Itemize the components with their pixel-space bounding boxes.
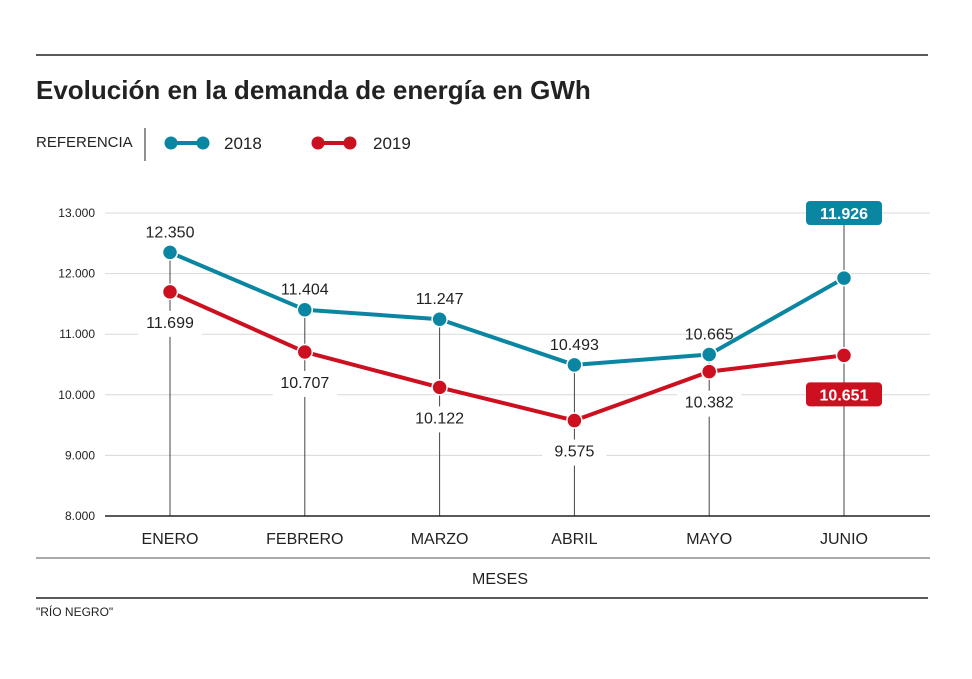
x-axis-title: MESES bbox=[472, 571, 528, 588]
data-label-2018: 12.350 bbox=[146, 224, 195, 241]
data-label-2019: 9.575 bbox=[554, 444, 594, 461]
data-label-2019: 11.699 bbox=[146, 315, 194, 332]
highlight-label-box-2018 bbox=[806, 201, 882, 225]
x-tick-label: MAYO bbox=[686, 531, 732, 548]
x-tick-label: FEBRERO bbox=[266, 531, 343, 548]
legend-text-2019: 2019 bbox=[373, 134, 411, 153]
y-tick-label: 10.000 bbox=[58, 388, 95, 402]
data-label-2018: 11.926 bbox=[820, 206, 868, 223]
data-point-2019 bbox=[161, 283, 179, 301]
x-tick-label: ENERO bbox=[142, 531, 199, 548]
legend-text-2018: 2018 bbox=[224, 134, 262, 153]
data-label-2019: 10.122 bbox=[415, 410, 464, 427]
data-point-2018 bbox=[431, 310, 448, 328]
y-tick-label: 13.000 bbox=[58, 206, 95, 220]
data-label-2019: 10.651 bbox=[820, 387, 869, 404]
highlight-label-box-2019 bbox=[806, 382, 882, 407]
x-tick-label: MARZO bbox=[411, 531, 469, 548]
data-label-bg bbox=[272, 370, 337, 397]
x-tick-label: ABRIL bbox=[551, 531, 597, 548]
x-tick-label: JUNIO bbox=[820, 531, 868, 548]
data-label-bg bbox=[677, 390, 742, 417]
legend: REFERENCIA 2018 2019 bbox=[36, 128, 411, 161]
legend-item-2019: 2019 bbox=[311, 134, 411, 153]
data-point-2018 bbox=[161, 244, 179, 261]
legend-label: REFERENCIA bbox=[36, 134, 133, 151]
y-tick-label: 12.000 bbox=[58, 267, 95, 281]
data-point-2019 bbox=[700, 363, 718, 380]
y-tick-label: 11.000 bbox=[59, 327, 95, 341]
data-label-bg bbox=[138, 310, 202, 337]
data-label-2018: 10.493 bbox=[550, 337, 599, 354]
data-label-2018: 10.665 bbox=[685, 327, 734, 344]
data-point-2018 bbox=[566, 356, 583, 374]
data-point-2019 bbox=[566, 412, 583, 429]
series-line-2018 bbox=[169, 250, 845, 367]
data-point-2019 bbox=[835, 347, 853, 364]
legend-marker-2018 bbox=[164, 136, 178, 150]
series-line-2019 bbox=[169, 290, 845, 423]
y-tick-label: 8.000 bbox=[65, 509, 95, 523]
data-label-2018: 11.404 bbox=[281, 282, 329, 299]
data-label-2019: 10.707 bbox=[280, 375, 329, 392]
data-point-2019 bbox=[296, 343, 314, 361]
data-label-bg bbox=[542, 439, 607, 466]
data-point-2018 bbox=[700, 346, 718, 363]
source-text: "RÍO NEGRO" bbox=[36, 604, 113, 619]
legend-item-2018: 2018 bbox=[164, 134, 262, 153]
data-label-bg bbox=[407, 406, 472, 433]
data-point-2019 bbox=[431, 379, 448, 396]
chart-title: Evolución en la demanda de energía en GW… bbox=[36, 75, 591, 105]
data-label-2018: 11.247 bbox=[416, 291, 464, 308]
y-tick-label: 9.000 bbox=[65, 448, 95, 462]
data-point-2018 bbox=[835, 269, 853, 287]
legend-marker-2019 bbox=[311, 136, 325, 150]
data-label-2019: 10.382 bbox=[685, 395, 734, 412]
data-point-2018 bbox=[296, 301, 314, 318]
